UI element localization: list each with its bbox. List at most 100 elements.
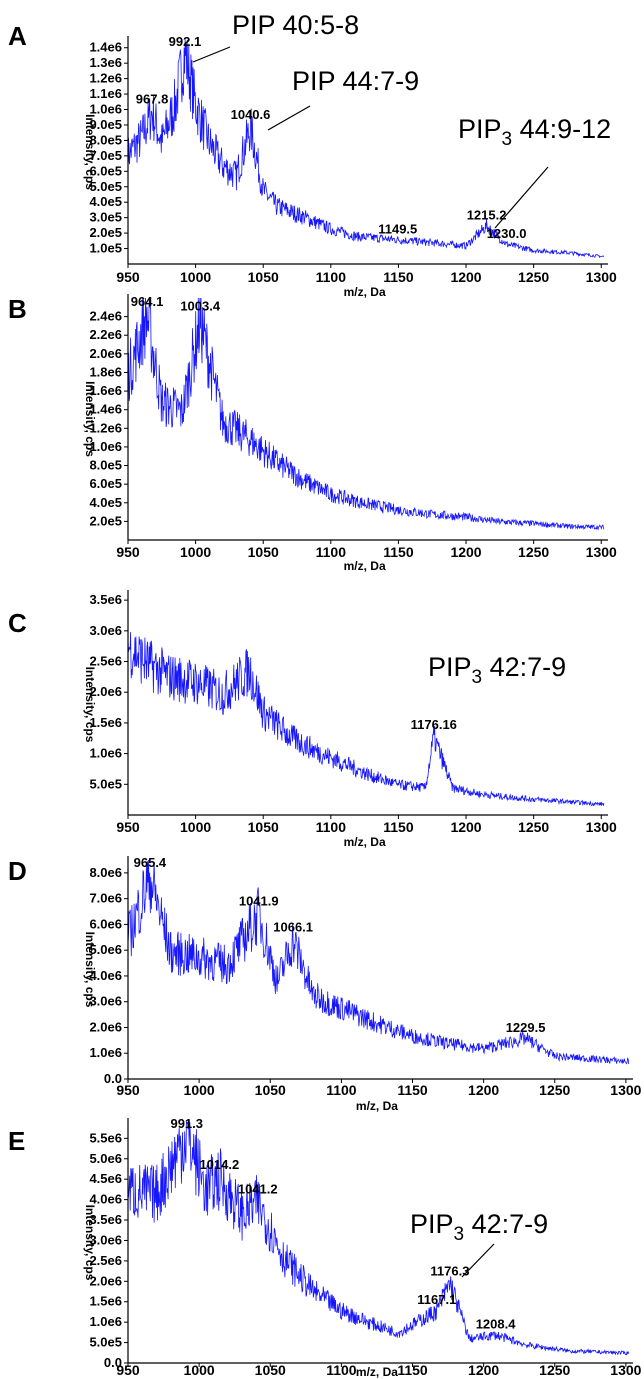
spectrum-trace [127, 859, 630, 1065]
lipid-composition: 42:7-9 [464, 1209, 548, 1239]
y-tick-label: 2.0e5 [89, 513, 122, 528]
annotation-pointer-line [192, 46, 231, 63]
lipid-subscript: 3 [472, 667, 483, 688]
y-tick-label: 7.0e5 [89, 148, 122, 163]
panel-letter: D [8, 856, 27, 886]
peak-label: 1041.2 [238, 1182, 278, 1197]
x-tick-label: 1000 [180, 544, 211, 560]
y-tick-label: 2.2e6 [89, 327, 122, 342]
x-tick-label: 950 [116, 544, 140, 560]
annotation-pointer-line [267, 105, 311, 131]
y-axis-title: Intensity, cps [83, 114, 97, 190]
y-axis-title: Intensity, cps [83, 667, 97, 743]
lipid-name: PIP [458, 114, 502, 144]
x-tick-label: 1200 [450, 544, 481, 560]
y-tick-label: 3.5e6 [89, 1212, 122, 1227]
peak-label: 1167.1 [417, 1292, 456, 1307]
peak-label: 1229.5 [506, 1020, 546, 1035]
y-tick-label: 1.0e6 [89, 1314, 122, 1329]
y-tick-label: 2.5e6 [89, 1253, 122, 1268]
y-tick-label: 2.0e5 [89, 225, 122, 240]
x-tick-label: 1150 [383, 269, 414, 285]
lipid-composition: 44:9-12 [512, 114, 611, 144]
x-tick-label: 1000 [180, 269, 211, 285]
y-tick-label: 2.0e6 [89, 684, 122, 699]
x-tick-label: 1000 [184, 1082, 215, 1098]
lipid-name: PIP 44:7-9 [292, 66, 419, 96]
x-axis-title: m/z, Da [344, 559, 386, 573]
x-tick-label: 1200 [468, 1082, 499, 1098]
y-tick-label: 4.0e5 [89, 194, 122, 209]
y-tick-label: 0.0 [104, 1071, 122, 1086]
x-tick-label: 1050 [248, 819, 279, 835]
x-tick-label: 1150 [383, 819, 414, 835]
y-tick-label: 2.4e6 [89, 309, 122, 324]
y-tick-label: 4.0e5 [89, 495, 122, 510]
x-tick-label: 1250 [539, 1082, 570, 1098]
x-axis-title: m/z, Da [356, 1365, 398, 1379]
panel-letter: C [8, 608, 27, 638]
lipid-name: PIP [410, 1209, 454, 1239]
x-tick-label: 1200 [450, 819, 481, 835]
y-tick-label: 1.0e5 [89, 241, 122, 256]
y-tick-label: 2.0e6 [89, 1273, 122, 1288]
x-tick-label: 950 [116, 269, 140, 285]
x-tick-label: 1100 [316, 544, 347, 560]
y-tick-label: 5.5e6 [89, 1130, 122, 1145]
x-tick-label: 1250 [518, 819, 549, 835]
y-tick-label: 1.5e6 [89, 1294, 122, 1309]
x-tick-label: 1050 [255, 1082, 286, 1098]
lipid-subscript: 3 [454, 1224, 465, 1245]
spectrum-trace [127, 632, 605, 807]
panel-e: E 950 1000 1050 1100 1150 1200 1250 1300 0.0 5.0e5… [8, 1116, 642, 1379]
peak-label: 1176.3 [430, 1263, 469, 1278]
y-tick-label: 3.0e6 [89, 623, 122, 638]
y-tick-label: 1.2e6 [89, 71, 122, 86]
lipid-name: PIP 40:5-8 [232, 10, 359, 40]
x-tick-label: 1100 [316, 819, 347, 835]
x-tick-label: 1250 [539, 1362, 570, 1378]
peak-label: 991.3 [170, 1116, 203, 1131]
y-tick-label: 8.0e5 [89, 458, 122, 473]
y-tick-label: 6.0e6 [89, 916, 122, 931]
panel-b: B 950 1000 1050 1100 1150 1200 1250 1300 2.0e5 4.0… [8, 294, 617, 573]
lipid-annotation: PIP 40:5-8 [232, 10, 359, 40]
peak-label: 1041.9 [239, 894, 279, 909]
y-tick-label: 1.6e6 [89, 383, 122, 398]
x-tick-label: 1250 [518, 269, 549, 285]
peak-label: 1149.5 [378, 221, 417, 236]
peak-label: 992.1 [169, 34, 202, 49]
y-tick-label: 8.0e6 [89, 865, 122, 880]
x-tick-label: 1150 [397, 1362, 428, 1378]
x-tick-label: 1100 [326, 1082, 357, 1098]
y-tick-label: 1.3e6 [89, 55, 122, 70]
x-tick-label: 1200 [468, 1362, 499, 1378]
y-tick-label: 1.8e6 [89, 364, 122, 379]
x-tick-label: 1300 [586, 819, 617, 835]
y-tick-label: 6.0e5 [89, 163, 122, 178]
y-tick-label: 5.0e5 [89, 776, 122, 791]
y-tick-label: 2.0e6 [89, 346, 122, 361]
annotation-pointer-line [461, 1243, 495, 1278]
y-tick-label: 1.4e6 [89, 402, 122, 417]
y-tick-label: 1.4e6 [89, 40, 122, 55]
y-tick-label: 3.0e5 [89, 210, 122, 225]
peak-label: 1040.6 [231, 107, 271, 122]
x-tick-label: 1300 [610, 1362, 641, 1378]
spectrum-trace [127, 297, 605, 531]
y-tick-label: 0.0 [104, 1355, 122, 1370]
x-axis-title: m/z, Da [356, 1099, 398, 1113]
spectrum-trace [127, 1120, 630, 1356]
y-tick-label: 5.0e6 [89, 942, 122, 957]
x-tick-label: 950 [116, 1362, 140, 1378]
x-tick-label: 1300 [586, 269, 617, 285]
y-tick-label: 2.0e6 [89, 1019, 122, 1034]
peak-label: 1215.2 [467, 207, 507, 222]
y-axis-title: Intensity, cps [83, 932, 97, 1008]
peak-label: 1208.4 [476, 1316, 517, 1331]
spectrum-trace [127, 39, 605, 259]
panel-c: C 950 1000 1050 1100 1150 1200 1250 1300 5.0e5 1.0… [8, 590, 617, 849]
y-tick-label: 1.1e6 [89, 86, 122, 101]
lipid-annotation: PIP3 42:7-9 [428, 652, 566, 688]
peak-label: 967.8 [136, 92, 169, 107]
